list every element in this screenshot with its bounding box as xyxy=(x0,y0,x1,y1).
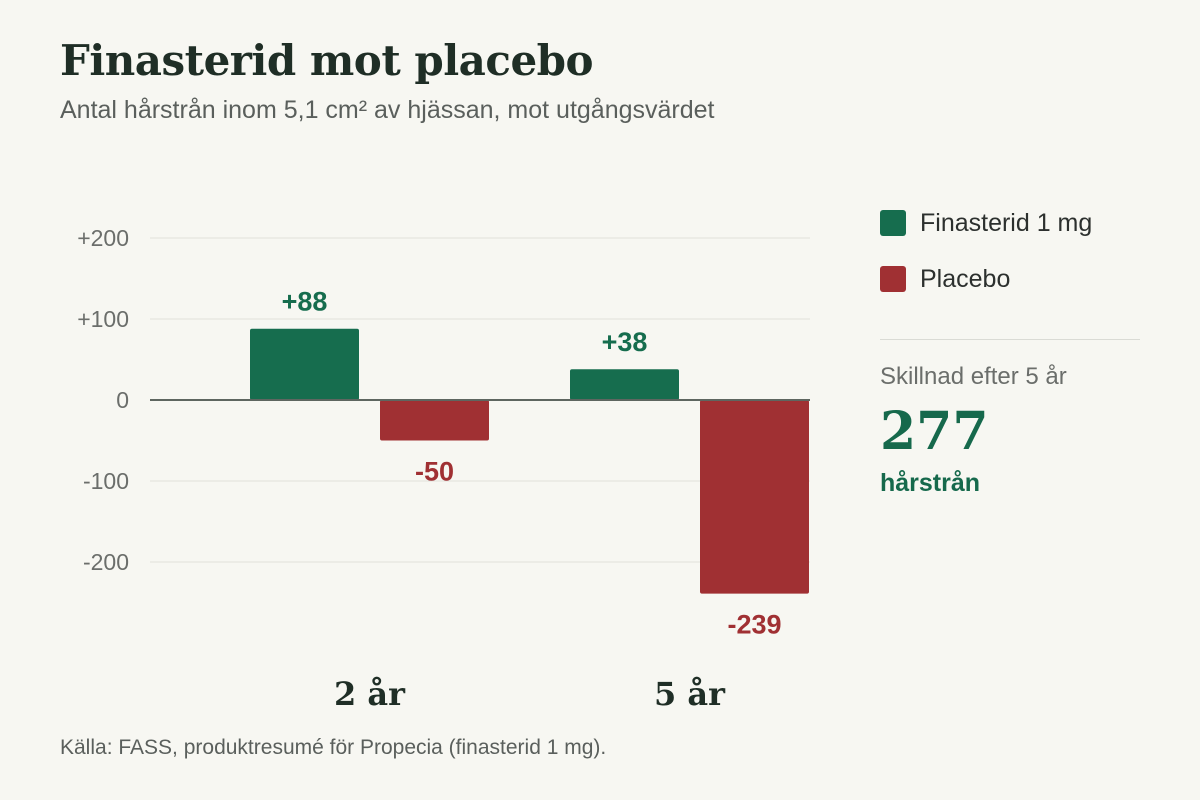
chart-title: Finasterid mot placebo xyxy=(60,36,594,85)
legend-item-finasteride: Finasterid 1 mg xyxy=(880,205,1092,241)
legend: Finasterid 1 mg Placebo xyxy=(880,205,1092,317)
y-tick-label: +100 xyxy=(77,306,129,332)
x-category-label: 2 år xyxy=(334,675,406,713)
bar xyxy=(380,400,489,441)
y-tick-label: -200 xyxy=(83,549,129,575)
bar-value-label: -50 xyxy=(415,457,454,487)
bar-value-label: -239 xyxy=(727,610,781,640)
legend-swatch-finasteride xyxy=(880,210,906,236)
summary-value: 277 xyxy=(880,401,989,462)
legend-label-placebo: Placebo xyxy=(920,264,1011,293)
legend-item-placebo: Placebo xyxy=(880,261,1092,297)
summary-unit: hårstrån xyxy=(880,469,981,497)
bar-value-label: +38 xyxy=(602,327,648,357)
legend-label-finasteride: Finasterid 1 mg xyxy=(920,208,1093,237)
y-tick-label: 0 xyxy=(116,387,129,413)
x-category-label: 5 år xyxy=(654,675,726,713)
bar xyxy=(250,328,359,400)
summary-divider xyxy=(880,339,1140,340)
bar xyxy=(700,400,809,594)
y-tick-label: +200 xyxy=(77,225,129,251)
chart-subtitle: Antal hårstrån inom 5,1 cm² av hjässan, … xyxy=(60,96,715,124)
y-tick-label: -100 xyxy=(83,468,129,494)
bar xyxy=(570,369,679,400)
source-note: Källa: FASS, produktresumé för Propecia … xyxy=(60,736,607,759)
summary-title: Skillnad efter 5 år xyxy=(880,363,1067,390)
bar-value-label: +88 xyxy=(282,287,328,317)
legend-swatch-placebo xyxy=(880,266,906,292)
